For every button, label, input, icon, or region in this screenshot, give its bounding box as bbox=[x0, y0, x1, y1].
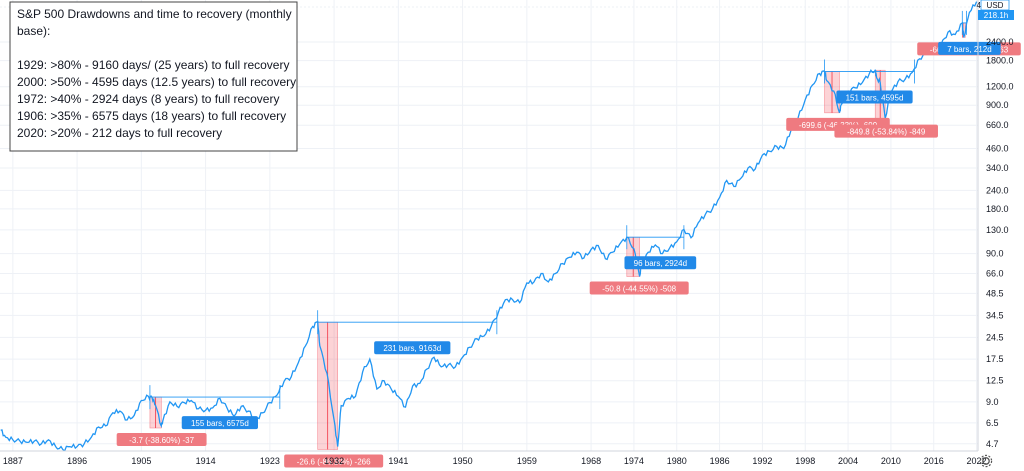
drawdown-label-bg bbox=[284, 454, 384, 468]
recovery-label-bg bbox=[938, 41, 1001, 55]
x-tick-label: 1896 bbox=[67, 456, 87, 466]
y-tick-label: 1800.0 bbox=[986, 56, 1014, 66]
x-tick-label: 1986 bbox=[710, 456, 730, 466]
drawdown-label: -849.8 (-53.84%) -849 bbox=[847, 128, 926, 137]
y-tick-label: 48.5 bbox=[986, 288, 1004, 298]
x-tick-label: 2010 bbox=[881, 456, 901, 466]
recovery-label-bg bbox=[836, 90, 913, 104]
x-tick-label: 1968 bbox=[581, 456, 601, 466]
info-line: 1972: >40% - 2924 days (8 years) to full… bbox=[17, 92, 279, 106]
x-tick-label: 1932 bbox=[324, 456, 344, 466]
recovery-label: 155 bars, 6575d bbox=[191, 419, 249, 428]
y-tick-label: 9.0 bbox=[986, 397, 999, 407]
y-tick-label: 660.0 bbox=[986, 120, 1009, 130]
y-tick-label: 340.0 bbox=[986, 163, 1009, 173]
info-line: S&P 500 Drawdowns and time to recovery (… bbox=[17, 7, 292, 21]
x-tick-label: 2004 bbox=[838, 456, 858, 466]
y-tick-label: 24.5 bbox=[986, 332, 1004, 342]
drawdown-label-bg bbox=[116, 433, 207, 447]
recovery-label: 96 bars, 2924d bbox=[634, 259, 687, 268]
y-tick-label: 66.0 bbox=[986, 269, 1004, 279]
time-axis: 1887 1896 1905 1914 1923 1932 1941 1950 1959 1968… bbox=[0, 450, 987, 466]
measurement-labels: -3.7 (-38.60%) -37 -26.6 (-86.10%) -266 -5… bbox=[116, 41, 1021, 468]
drawdown-label: -26.6 (-86.10%) -266 bbox=[297, 457, 371, 466]
y-tick-label: 460.0 bbox=[986, 143, 1009, 153]
x-tick-label: 1914 bbox=[196, 456, 216, 466]
y-tick-label: 240.0 bbox=[986, 185, 1009, 195]
info-box: S&P 500 Drawdowns and time to recovery (… bbox=[9, 1, 298, 152]
y-tick-label: 1200.0 bbox=[986, 82, 1014, 92]
info-line: 1906: >35% - 6575 days (18 years) to ful… bbox=[17, 109, 286, 123]
info-line: base): bbox=[17, 24, 50, 38]
y-tick-label: 90.0 bbox=[986, 249, 1004, 259]
recovery-label: 7 bars, 212d bbox=[947, 45, 991, 54]
y-tick-label: 17.5 bbox=[986, 354, 1004, 364]
price-tag-prefix: 4 bbox=[977, 1, 982, 10]
drawdown-label: -3.7 (-38.60%) -37 bbox=[129, 436, 194, 445]
x-tick-label: 2022 bbox=[967, 456, 987, 466]
currency-label: USD bbox=[987, 1, 1004, 10]
y-tick-label: 180.0 bbox=[986, 204, 1009, 214]
x-tick-label: 1887 bbox=[3, 456, 23, 466]
price-tag-value: 218.1h bbox=[984, 11, 1008, 20]
y-tick-label: 4.7 bbox=[986, 439, 999, 449]
x-tick-label: 1959 bbox=[517, 456, 537, 466]
recovery-label-bg bbox=[624, 256, 697, 270]
y-tick-label: 130.0 bbox=[986, 225, 1009, 235]
x-tick-label: 1950 bbox=[453, 456, 473, 466]
y-tick-label: 12.5 bbox=[986, 376, 1004, 386]
drawdown-label-bg bbox=[589, 281, 689, 295]
x-tick-label: 1974 bbox=[624, 456, 644, 466]
price-series-line bbox=[0, 1, 978, 451]
recovery-label-bg bbox=[181, 416, 258, 430]
x-tick-label: 1992 bbox=[752, 456, 772, 466]
recovery-label: 151 bars, 4595d bbox=[846, 93, 904, 102]
x-tick-label: 1905 bbox=[131, 456, 151, 466]
recovery-label-bg bbox=[374, 341, 451, 355]
settings-icon[interactable] bbox=[979, 454, 993, 468]
drawdown-label-bg bbox=[834, 124, 938, 138]
y-tick-label: 34.5 bbox=[986, 310, 1004, 320]
y-tick-label: 2400.0 bbox=[986, 37, 1014, 47]
drawdown-label: -50.8 (-44.55%) -508 bbox=[602, 285, 676, 294]
grid bbox=[0, 0, 978, 451]
info-line: 1929: >80% - 9160 days/ (25 years) to fu… bbox=[17, 58, 289, 72]
recovery-label: 231 bars, 9163d bbox=[383, 344, 441, 353]
x-tick-label: 1998 bbox=[795, 456, 815, 466]
info-line: 2020: >20% - 212 days to full recovery bbox=[17, 126, 222, 140]
x-tick-label: 1923 bbox=[260, 456, 280, 466]
price-axis: 4.7 6.5 9.0 12.5 17.5 24.5 34.5 48.5 66.0 90.0 130… bbox=[977, 0, 1014, 451]
x-tick-label: 2016 bbox=[924, 456, 944, 466]
price-tag-bg bbox=[978, 10, 1014, 20]
x-tick-label: 1980 bbox=[667, 456, 687, 466]
y-tick-label: 900.0 bbox=[986, 100, 1009, 110]
y-tick-label: 6.5 bbox=[986, 418, 999, 428]
info-line: 2000: >50% - 4595 days (12.5 years) to f… bbox=[17, 75, 296, 89]
x-tick-label: 1941 bbox=[388, 456, 408, 466]
info-box-frame bbox=[9, 1, 298, 152]
